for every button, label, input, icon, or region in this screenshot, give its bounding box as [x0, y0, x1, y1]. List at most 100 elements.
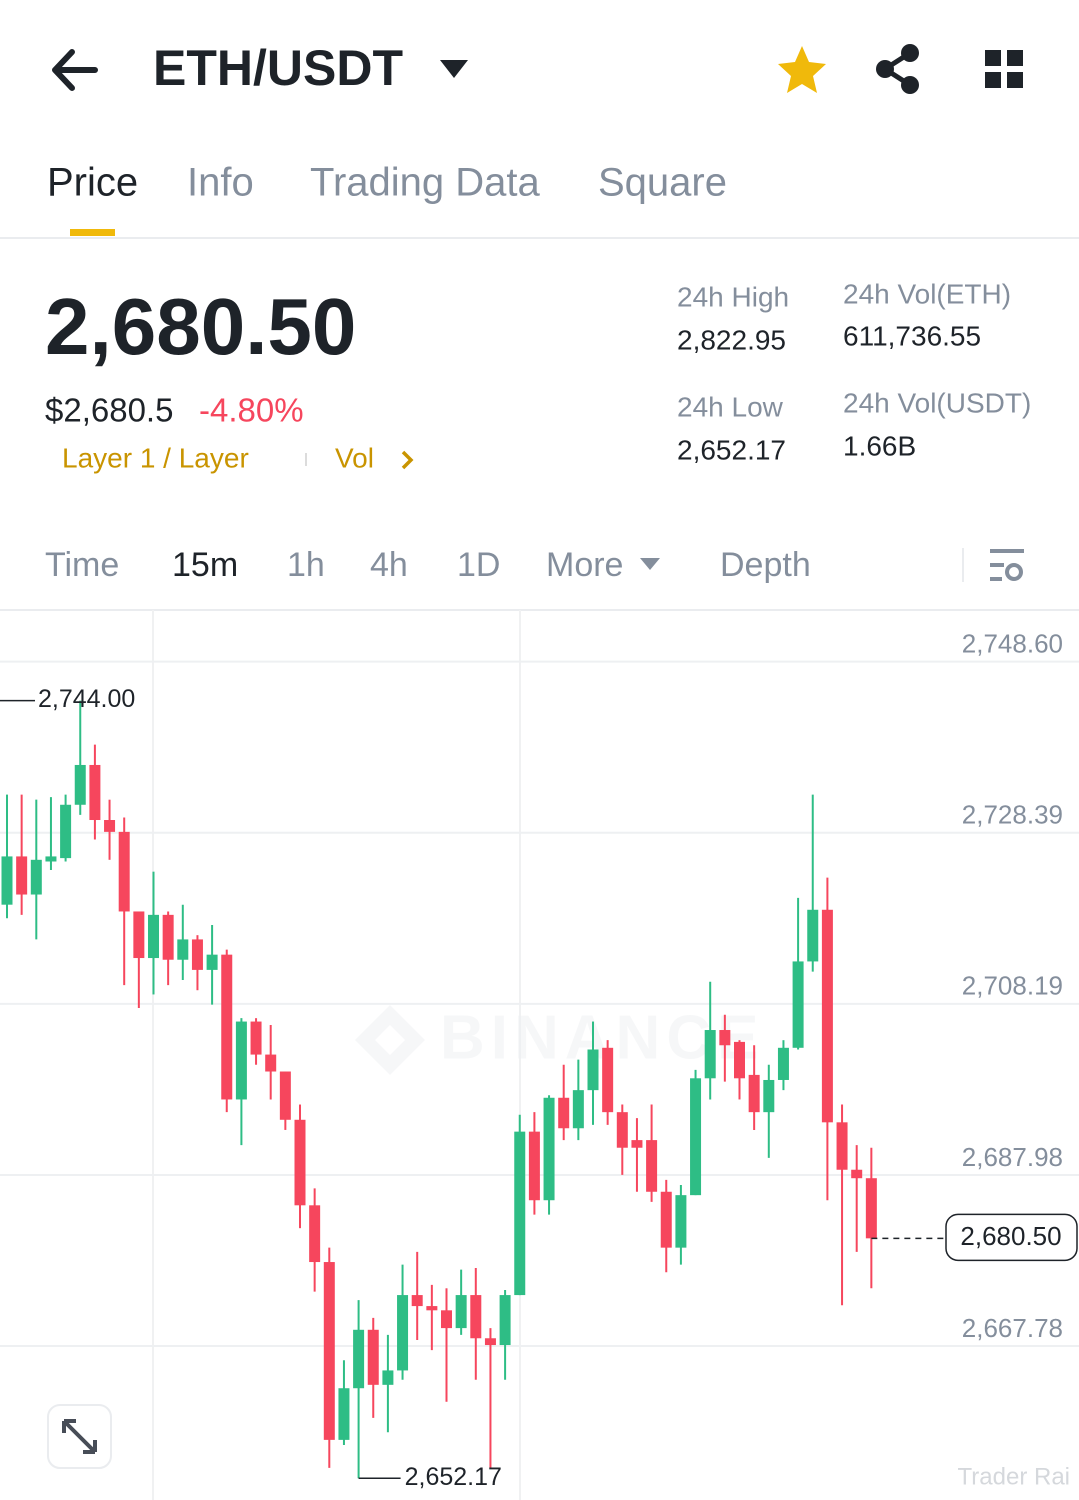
- candle-body: [514, 1131, 526, 1296]
- candlestick-chart: 2,748.60 2,728.39 2,708.19 2,687.98 2,667.78…: [0, 629, 1079, 1491]
- candle-body: [353, 1329, 365, 1389]
- candle-body: [294, 1119, 306, 1206]
- candle-body: [484, 1338, 496, 1346]
- pair-dropdown[interactable]: [440, 60, 468, 78]
- candle-body: [118, 831, 130, 912]
- stat-value: 1.66B: [843, 430, 916, 461]
- stat-value: 611,736.55: [843, 320, 981, 351]
- candle-body: [675, 1195, 687, 1248]
- tab[interactable]: Info: [187, 161, 254, 205]
- candle-body: [250, 1021, 262, 1055]
- share-lines: [880, 50, 912, 88]
- tab[interactable]: Square: [598, 161, 727, 205]
- candle-body: [821, 909, 833, 1123]
- candle-body: [441, 1310, 452, 1329]
- candle-body: [646, 1140, 658, 1192]
- interval[interactable]: 4h: [370, 546, 408, 584]
- candle-body: [148, 914, 159, 959]
- low-marker-label: 2,652.17: [405, 1463, 502, 1491]
- candle-body: [587, 1049, 599, 1091]
- candle-body: [162, 914, 174, 960]
- y-tick-label: 2,687.98: [962, 1142, 1063, 1172]
- high-marker-label: 2,744.00: [38, 685, 135, 713]
- candle-body: [104, 820, 116, 832]
- share-button[interactable]: [876, 44, 919, 94]
- candle-body: [177, 939, 189, 960]
- candle-body: [836, 1122, 848, 1170]
- interval[interactable]: 1h: [287, 546, 325, 584]
- favorite-star[interactable]: [778, 46, 826, 93]
- candle-body: [558, 1097, 570, 1129]
- candle-body: [470, 1295, 482, 1339]
- tab[interactable]: Trading Data: [310, 161, 541, 205]
- candle-body: [16, 856, 28, 895]
- more-dropdown[interactable]: [640, 558, 660, 570]
- interval[interactable]: Depth: [720, 546, 811, 584]
- usd-price: $2,680.5: [45, 392, 173, 429]
- price-change: -4.80%: [199, 392, 304, 429]
- chevron: [401, 450, 414, 470]
- candle-body: [382, 1370, 394, 1385]
- layout-square: [985, 50, 1001, 66]
- candle-body: [792, 961, 804, 1048]
- tag-link[interactable]: Layer 1 / Layer: [62, 442, 249, 473]
- layout-square: [1007, 72, 1023, 88]
- fullscreen-icon: [62, 1419, 97, 1454]
- candle-body: [616, 1112, 628, 1148]
- stat-label: 24h Vol(ETH): [843, 278, 1011, 309]
- interval[interactable]: More: [546, 546, 623, 584]
- last-price-box: [945, 1213, 1078, 1262]
- layout-square: [985, 72, 1001, 88]
- back-arrow: [52, 49, 98, 91]
- y-tick-label: 2,748.60: [962, 629, 1063, 659]
- candle-body: [660, 1191, 672, 1248]
- candle-body: [719, 1030, 731, 1046]
- layout-square: [1007, 50, 1023, 66]
- candle-body: [367, 1329, 379, 1385]
- stat-value: 2,822.95: [677, 324, 786, 355]
- y-tick-label: 2,708.19: [962, 971, 1063, 1001]
- watermark: BINANCE: [355, 1003, 758, 1075]
- candle-body: [690, 1078, 702, 1196]
- interval[interactable]: Time: [45, 546, 119, 584]
- candle-body: [206, 954, 218, 970]
- layout-button[interactable]: [985, 50, 1023, 88]
- settings-lines: [990, 549, 1024, 581]
- vol-link[interactable]: Vol: [335, 442, 374, 473]
- credit-watermark: Trader Rai: [958, 1463, 1070, 1490]
- watermark-logo: [355, 1005, 425, 1075]
- candle-body: [1, 856, 13, 905]
- settings-gear: [1005, 563, 1023, 581]
- candle-body: [74, 764, 86, 805]
- chart-settings[interactable]: [990, 549, 1024, 581]
- candle-body: [704, 1030, 716, 1079]
- candle-body: [748, 1074, 760, 1113]
- candle-body: [411, 1295, 423, 1307]
- stat-label: 24h High: [677, 281, 789, 312]
- fullscreen-button[interactable]: [47, 1404, 112, 1469]
- back-button[interactable]: [52, 49, 98, 91]
- tab[interactable]: Price: [47, 161, 138, 205]
- candle-body: [777, 1047, 789, 1080]
- y-tick-label: 2,728.39: [962, 800, 1063, 830]
- candle-body: [191, 939, 203, 970]
- interval[interactable]: 1D: [457, 546, 500, 584]
- stat-value: 2,652.17: [677, 434, 786, 465]
- interval[interactable]: 15m: [172, 546, 238, 584]
- candle-body: [45, 856, 57, 862]
- last-price: 2,680.50: [45, 282, 356, 371]
- stat-label: 24h Vol(USDT): [843, 387, 1031, 418]
- tab-indicator: [70, 229, 115, 236]
- candle-body: [543, 1097, 555, 1201]
- candle-body: [602, 1047, 614, 1113]
- candle-body: [426, 1306, 438, 1311]
- candle-body: [133, 911, 145, 959]
- candle-body: [309, 1205, 321, 1263]
- pair-title[interactable]: ETH/USDT: [153, 40, 403, 96]
- candle-body: [279, 1071, 291, 1120]
- candle-body: [763, 1079, 775, 1113]
- candle-body: [30, 859, 42, 895]
- candle-body: [323, 1262, 335, 1440]
